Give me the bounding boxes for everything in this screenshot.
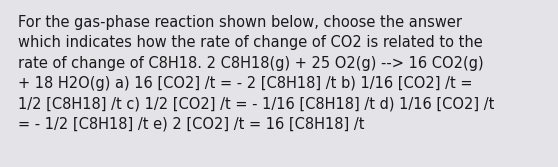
Text: For the gas-phase reaction shown below, choose the answer
which indicates how th: For the gas-phase reaction shown below, … [18,15,494,132]
